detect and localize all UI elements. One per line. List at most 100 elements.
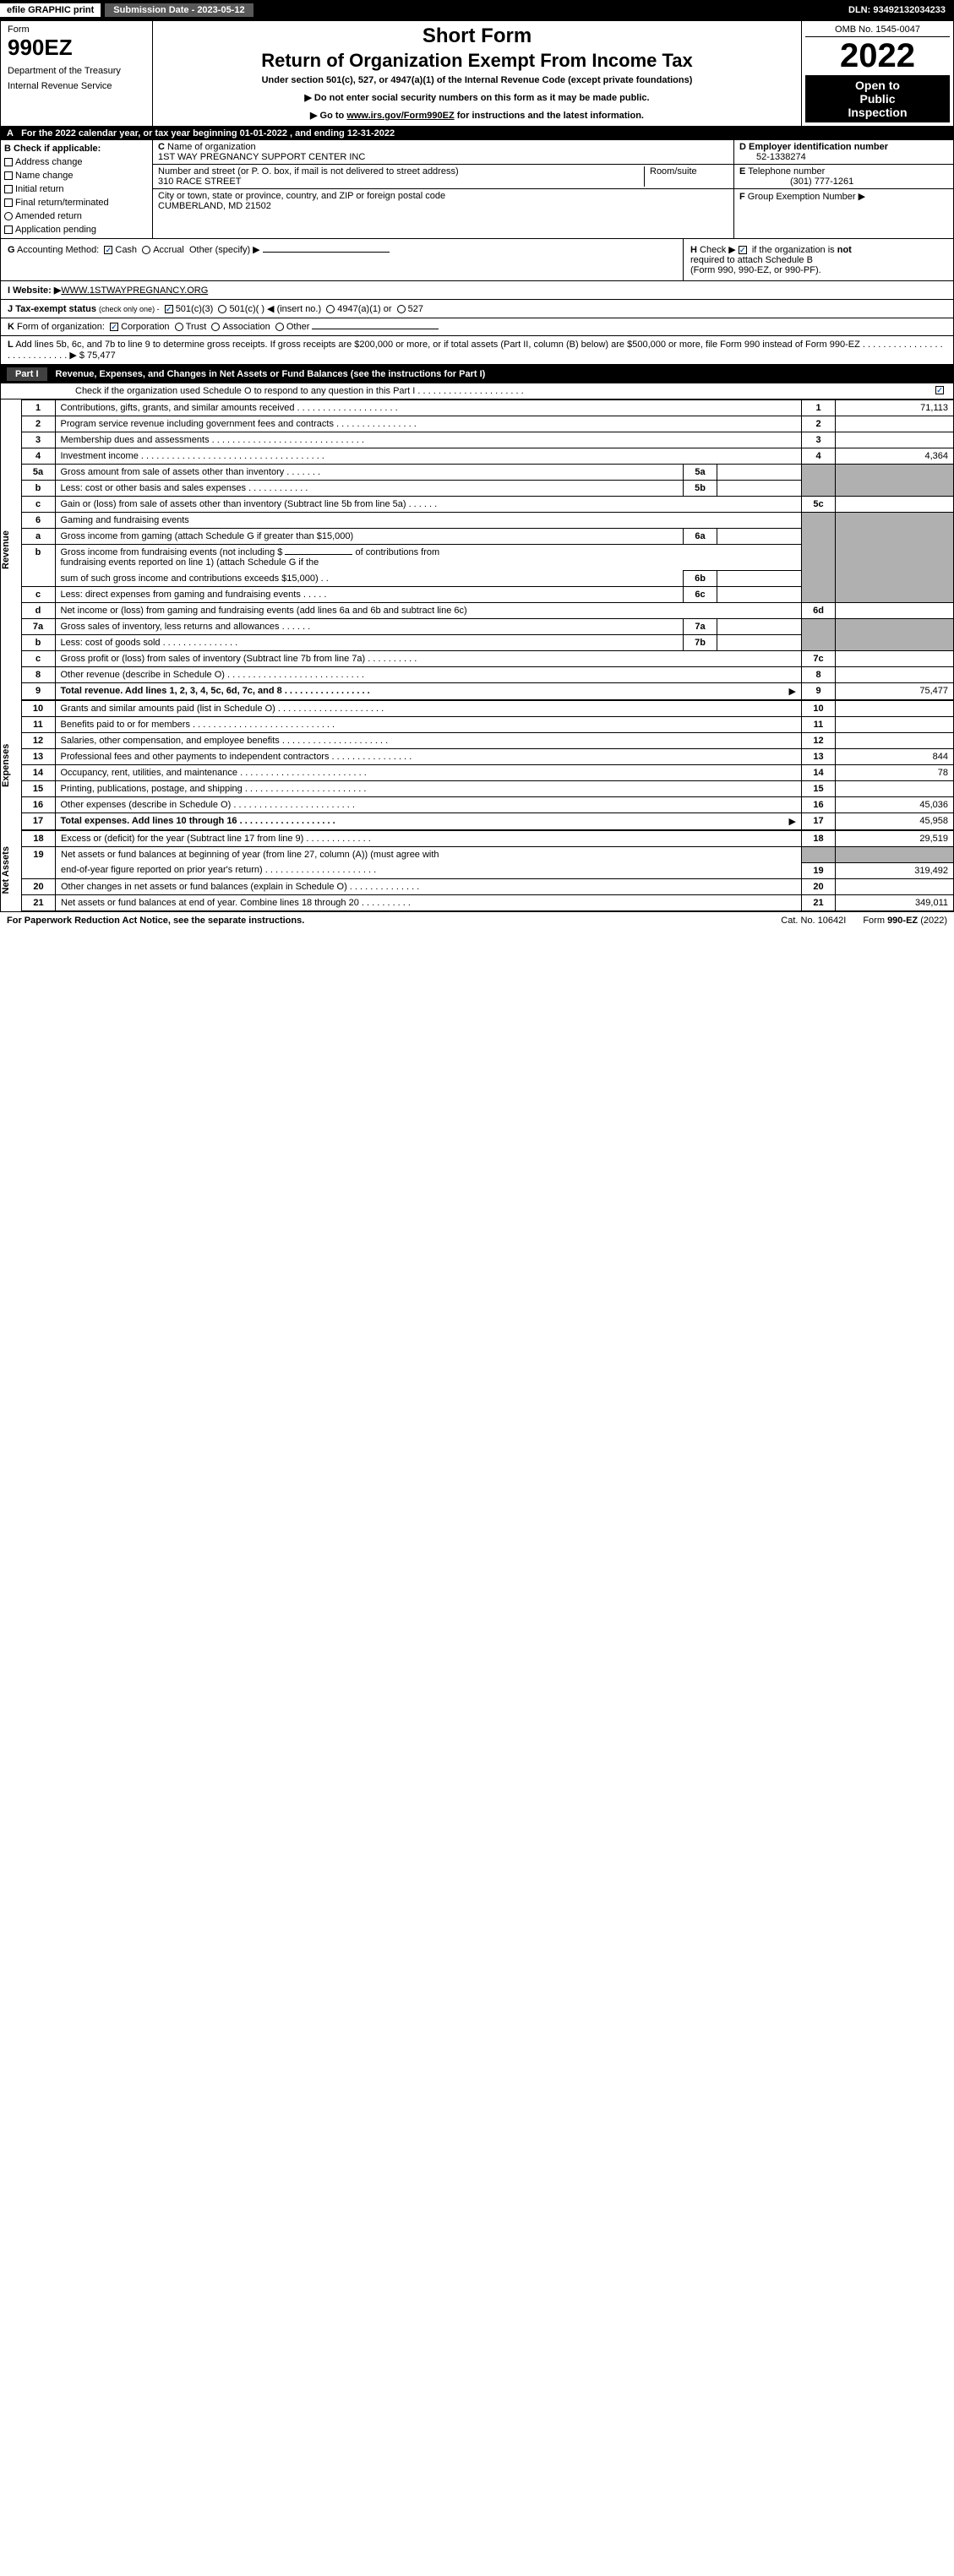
line-6d-amt [836, 603, 954, 619]
501c3-label: 501(c)(3) [176, 304, 214, 314]
line-10: 10Grants and similar amounts paid (list … [21, 701, 954, 717]
line-16: 16Other expenses (describe in Schedule O… [21, 797, 954, 813]
other-org-radio[interactable] [275, 323, 284, 331]
line-7b-subval [717, 635, 802, 651]
pra-notice: For Paperwork Reduction Act Notice, see … [7, 916, 764, 926]
line-19-desc1: Net assets or fund balances at beginning… [56, 847, 802, 863]
cash-checkbox[interactable] [104, 246, 112, 254]
corporation-checkbox[interactable] [110, 323, 118, 331]
phone-value: (301) 777-1261 [739, 177, 853, 187]
opt-name-change[interactable]: Name change [4, 171, 149, 181]
c-city-label: City or town, state or province, country… [158, 191, 445, 201]
line-13: 13Professional fees and other payments t… [21, 749, 954, 765]
4947-radio[interactable] [326, 305, 335, 313]
title-return: Return of Organization Exempt From Incom… [161, 50, 793, 72]
c-street-row: Number and street (or P. O. box, if mail… [153, 165, 733, 189]
efile-print-label[interactable]: efile GRAPHIC print [0, 3, 101, 17]
line-16-desc: Other expenses (describe in Schedule O) … [55, 797, 802, 813]
line-6c-desc: Less: direct expenses from gaming and fu… [55, 587, 684, 603]
c-name-label: Name of organization [167, 142, 256, 152]
527-radio[interactable] [397, 305, 406, 313]
h-text1: Check ▶ [700, 245, 736, 255]
l-text: Add lines 5b, 6c, and 7b to line 9 to de… [8, 340, 943, 361]
h-checkbox[interactable] [739, 246, 747, 254]
header-right: OMB No. 1545-0047 2022 Open to Public In… [801, 21, 953, 126]
line-20-amt [836, 878, 954, 894]
line-19-rn: 19 [802, 862, 836, 878]
line-13-desc: Professional fees and other payments to … [55, 749, 802, 765]
line-6c-sub: 6c [684, 587, 717, 603]
e-phone: E Telephone number (301) 777-1261 [734, 165, 953, 189]
line-18-amt: 29,519 [836, 831, 954, 847]
line-20: 20Other changes in net assets or fund ba… [22, 878, 954, 894]
line-6b-blank[interactable] [285, 554, 352, 555]
revenue-label-vertical: Revenue [1, 399, 21, 700]
opt-initial-return[interactable]: Initial return [4, 184, 149, 194]
line-7a: 7aGross sales of inventory, less returns… [21, 619, 954, 635]
line-20-desc: Other changes in net assets or fund bala… [56, 878, 802, 894]
line-5a-sub: 5a [684, 465, 717, 481]
letter-i: I [8, 285, 10, 296]
line-5c-rn: 5c [802, 497, 836, 513]
opt-application-pending[interactable]: Application pending [4, 225, 149, 235]
line-3-amt [836, 432, 954, 448]
accrual-radio[interactable] [142, 246, 150, 254]
line-6d-no: d [21, 603, 55, 619]
row-k-form-org: K Form of organization: Corporation Trus… [0, 318, 954, 336]
line-10-desc: Grants and similar amounts paid (list in… [55, 701, 802, 717]
instr-goto: ▶ Go to www.irs.gov/Form990EZ for instru… [161, 110, 793, 121]
letter-f: F [739, 192, 745, 202]
line-4-no: 4 [21, 448, 55, 465]
line-17-no: 17 [21, 813, 55, 830]
opt-amended-return[interactable]: Amended return [4, 211, 149, 221]
website-url[interactable]: WWW.1STWAYPREGNANCY.ORG [61, 285, 208, 296]
line-2-no: 2 [21, 416, 55, 432]
line-21-rn: 21 [802, 894, 836, 910]
phone-label: Telephone number [748, 166, 825, 177]
part-1-checkbox[interactable] [935, 386, 944, 394]
line-9-desc: Total revenue. Add lines 1, 2, 3, 4, 5c,… [61, 686, 370, 696]
line-10-amt [836, 701, 954, 717]
col-b: B Check if applicable: Address change Na… [1, 140, 153, 238]
irs-link[interactable]: www.irs.gov/Form990EZ [346, 111, 454, 121]
opt-address-change[interactable]: Address change [4, 157, 149, 167]
accrual-label: Accrual [153, 245, 184, 255]
501c3-checkbox[interactable] [165, 305, 173, 313]
other-org-label: Other [286, 322, 310, 332]
trust-radio[interactable] [175, 323, 183, 331]
row-gh: G Accounting Method: Cash Accrual Other … [0, 239, 954, 281]
line-10-no: 10 [21, 701, 55, 717]
line-16-amt: 45,036 [836, 797, 954, 813]
b-header: B Check if applicable: [4, 144, 149, 154]
other-label: Other (specify) ▶ [189, 245, 260, 255]
instr-goto-suffix: for instructions and the latest informat… [455, 111, 644, 121]
letter-e: E [739, 166, 745, 177]
line-11-no: 11 [21, 717, 55, 733]
501c-radio[interactable] [218, 305, 226, 313]
line-12-desc: Salaries, other compensation, and employ… [55, 733, 802, 749]
line-5a-no: 5a [21, 465, 55, 481]
tax-year: 2022 [805, 37, 950, 75]
letter-g: G [8, 245, 15, 255]
line-4: 4Investment income . . . . . . . . . . .… [21, 448, 954, 465]
f-group: F Group Exemption Number ▶ [734, 189, 953, 238]
association-radio[interactable] [211, 323, 220, 331]
line-6d-rn: 6d [802, 603, 836, 619]
form-number: 990EZ [8, 35, 145, 61]
part-1-title: Revenue, Expenses, and Changes in Net As… [56, 369, 486, 379]
opt-final-return-label: Final return/terminated [15, 198, 109, 208]
line-9-desc-cell: Total revenue. Add lines 1, 2, 3, 4, 5c,… [55, 683, 802, 700]
line-9-amt: 75,477 [836, 683, 954, 700]
inspection-line3: Inspection [809, 106, 946, 119]
line-6b-desc2: of contributions from [356, 547, 440, 557]
line-10-rn: 10 [802, 701, 836, 717]
line-18: 18Excess or (deficit) for the year (Subt… [22, 831, 954, 847]
line-1-desc: Contributions, gifts, grants, and simila… [55, 400, 802, 416]
line-5c-amt [836, 497, 954, 513]
letter-j: J [8, 304, 13, 314]
opt-final-return[interactable]: Final return/terminated [4, 198, 149, 208]
other-specify-line[interactable] [263, 252, 390, 253]
line-7b-no: b [21, 635, 55, 651]
line-1-amt: 71,113 [836, 400, 954, 416]
letter-k: K [8, 322, 14, 332]
